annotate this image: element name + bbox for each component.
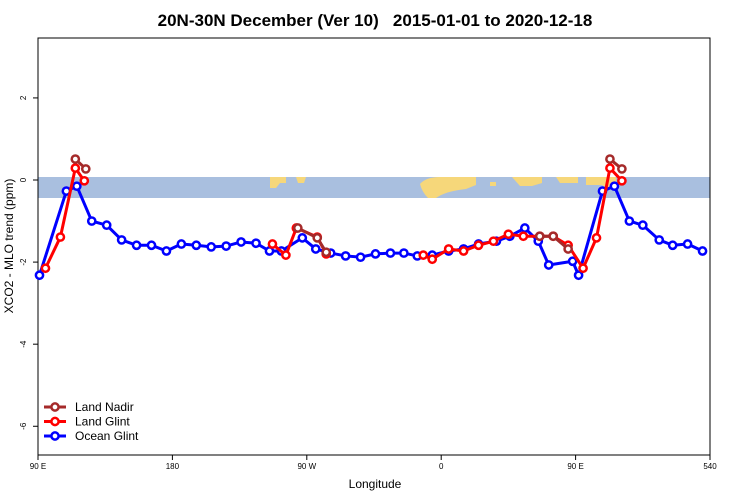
data-point — [355, 252, 366, 263]
legend-marker — [50, 431, 60, 441]
data-point — [543, 260, 554, 270]
data-point — [146, 240, 157, 251]
data-point — [86, 216, 97, 226]
x-tick-label: 90 E — [30, 462, 46, 471]
data-point — [251, 238, 261, 249]
data-point — [55, 232, 66, 242]
x-tick-label: 180 — [166, 462, 180, 471]
data-point — [519, 223, 530, 233]
data-point — [682, 239, 693, 249]
data-point — [667, 240, 678, 251]
data-point — [131, 240, 142, 251]
y-tick-label: -2 — [19, 258, 28, 266]
data-point — [617, 164, 627, 174]
x-tick-label: 90 W — [297, 462, 316, 471]
data-point — [176, 239, 187, 249]
data-point — [221, 241, 232, 251]
data-point — [116, 235, 127, 245]
data-point — [605, 163, 615, 173]
land-patch — [270, 177, 286, 188]
data-point — [161, 246, 172, 256]
data-point — [503, 229, 514, 240]
legend-label: Ocean Glint — [75, 429, 139, 443]
data-point — [534, 231, 545, 242]
data-point — [79, 175, 90, 186]
data-point — [40, 263, 51, 274]
data-point — [34, 270, 45, 281]
x-tick-label: 540 — [703, 462, 717, 471]
data-point — [591, 233, 602, 243]
land-patch — [296, 177, 306, 183]
y-tick-label: -4 — [19, 340, 28, 348]
data-point — [80, 164, 91, 174]
data-point — [101, 220, 112, 231]
data-point — [418, 250, 429, 260]
data-point — [573, 270, 584, 281]
data-point — [292, 223, 303, 233]
data-point — [267, 239, 278, 249]
data-point — [281, 250, 291, 260]
chart-title: 20N-30N December (Ver 10) 2015-01-01 to … — [158, 11, 593, 30]
data-point — [605, 154, 615, 164]
x-tick-label: 0 — [439, 462, 444, 471]
data-point — [548, 231, 559, 242]
data-point — [70, 163, 81, 173]
legend-label: Land Glint — [75, 415, 130, 429]
land-patch — [420, 177, 476, 198]
data-point — [385, 248, 396, 258]
map-strip — [38, 177, 710, 198]
data-point — [443, 244, 454, 254]
data-point — [473, 240, 484, 251]
legend-marker — [50, 402, 60, 412]
data-point — [427, 254, 438, 265]
data-point — [70, 154, 81, 164]
data-point — [399, 248, 409, 258]
x-axis-label: Longitude — [349, 477, 402, 491]
data-point — [609, 181, 620, 192]
data-point — [458, 246, 469, 256]
data-point — [567, 256, 578, 267]
data-point — [617, 175, 627, 186]
plot-frame — [37, 37, 711, 456]
data-point — [654, 235, 665, 245]
data-point — [206, 242, 217, 252]
data-point — [310, 244, 321, 254]
data-point — [624, 216, 635, 226]
data-point — [340, 251, 351, 261]
data-point — [518, 231, 529, 242]
data-point — [297, 233, 308, 243]
legend-marker — [50, 416, 60, 427]
land-patch — [490, 177, 578, 186]
data-point — [321, 247, 332, 258]
data-point — [191, 240, 202, 251]
y-axis-label: XCO2 - MLO trend (ppm) — [2, 179, 16, 314]
legend-label: Land Nadir — [75, 400, 134, 414]
data-point — [370, 249, 381, 259]
data-point — [578, 263, 588, 274]
data-point — [71, 181, 82, 192]
data-point — [563, 244, 573, 254]
y-tick-label: 2 — [19, 95, 28, 100]
data-point — [312, 233, 323, 243]
data-point — [637, 220, 648, 231]
x-tick-label: 90 E — [567, 462, 583, 471]
data-point — [236, 237, 246, 247]
data-point — [697, 246, 708, 256]
data-point — [488, 236, 499, 247]
y-tick-label: -6 — [19, 422, 28, 430]
y-tick-label: 0 — [19, 177, 28, 182]
